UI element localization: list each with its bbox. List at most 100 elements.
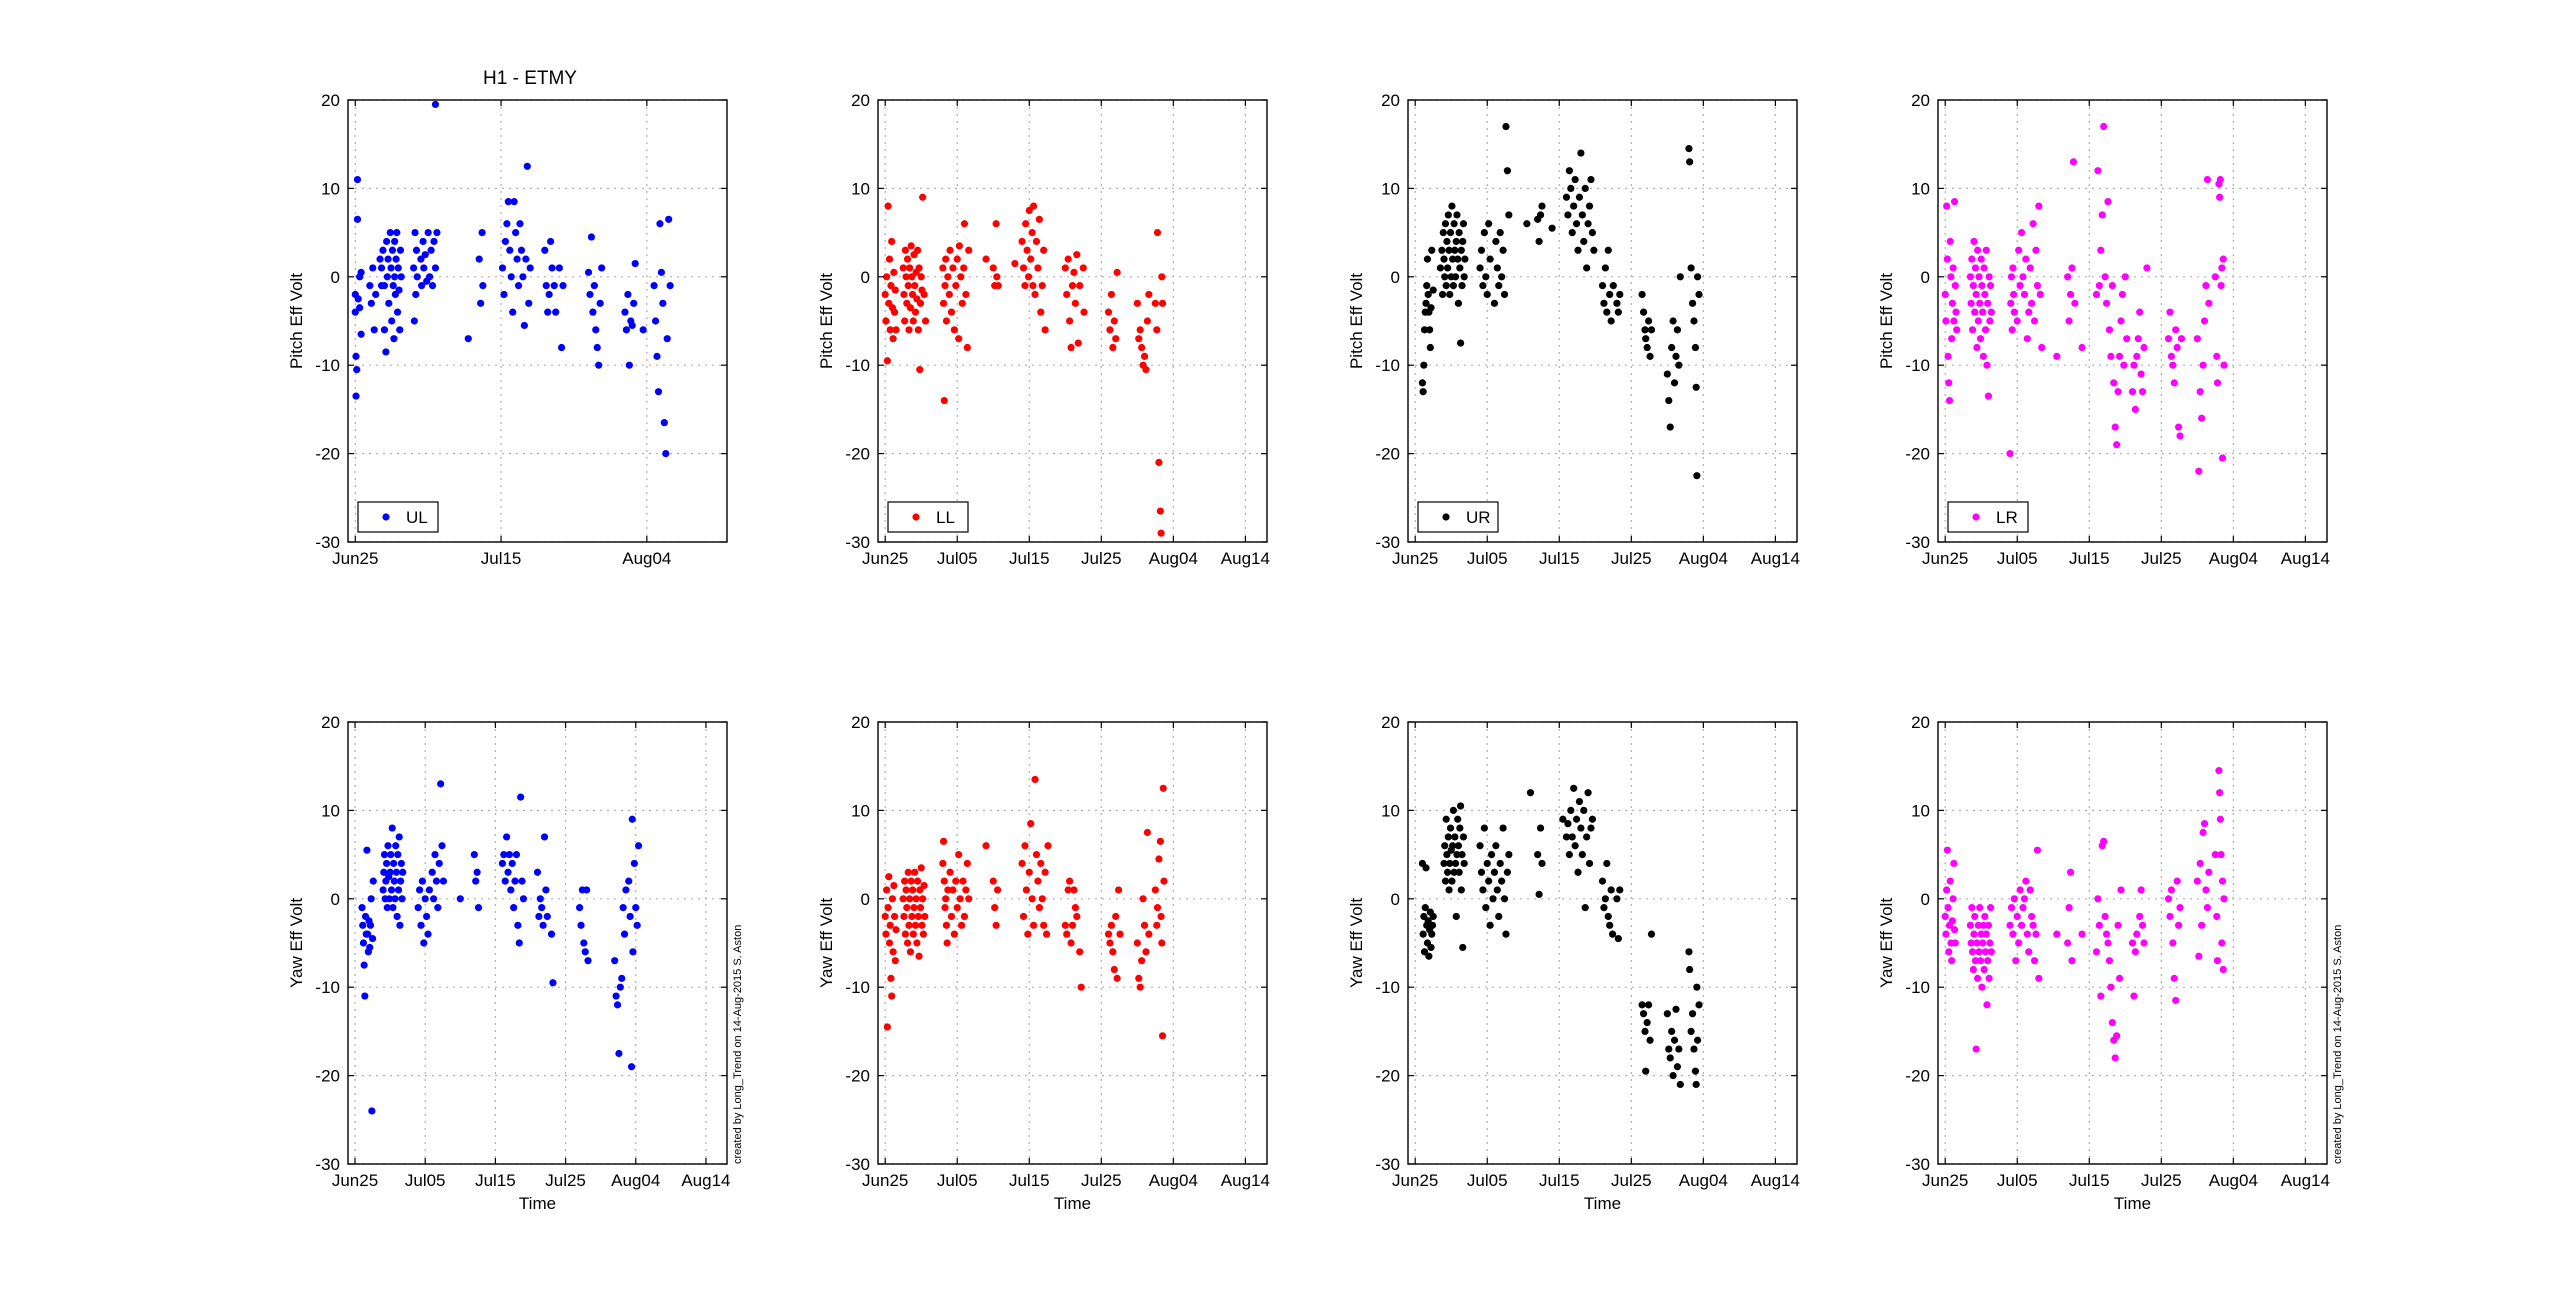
data-point [1559, 815, 1567, 823]
data-point [504, 198, 512, 206]
data-point [1157, 912, 1165, 921]
data-point [1071, 904, 1079, 912]
data-point [1153, 229, 1162, 237]
data-point [1449, 806, 1457, 815]
data-point [1076, 282, 1084, 290]
x-tick-label: Aug14 [1751, 1171, 1800, 1190]
data-point [430, 895, 438, 903]
data-point [2134, 335, 2142, 343]
data-point [1486, 255, 1494, 263]
data-point [353, 175, 362, 184]
data-point [369, 877, 377, 885]
data-point [2175, 921, 2183, 929]
legend-label: UR [1466, 508, 1491, 527]
data-point [1585, 859, 1594, 868]
data-point [1025, 206, 1033, 215]
data-point [1980, 264, 1988, 272]
data-point [1438, 290, 1447, 299]
data-point [1151, 886, 1159, 894]
data-point [2218, 877, 2227, 885]
data-point [916, 299, 925, 307]
data-point [2104, 198, 2112, 206]
data-point [359, 939, 368, 947]
data-point [1077, 983, 1085, 991]
data-point [1970, 930, 1978, 938]
legend-box [1947, 501, 2029, 533]
data-point [1974, 921, 1982, 929]
data-point [2215, 767, 2223, 775]
data-point [1668, 1027, 1676, 1035]
data-point [1438, 246, 1446, 254]
data-point [1158, 273, 1166, 281]
data-point [1971, 264, 1980, 272]
data-point [352, 352, 360, 360]
data-point [383, 904, 391, 912]
data-point [2167, 352, 2175, 360]
data-point [2166, 308, 2174, 316]
data-point [368, 1107, 376, 1115]
data-point [2006, 921, 2014, 929]
data-point [1646, 1036, 1654, 1044]
data-point [1044, 842, 1052, 850]
data-point [510, 198, 518, 206]
panel-pitch-1: -30 -20 -10 0 10 20 Jun25 Jul15 Aug04 Pitch Eff V… [287, 91, 728, 568]
data-point [901, 317, 909, 325]
data-point [2064, 273, 2072, 281]
data-point [420, 939, 428, 947]
data-point [356, 304, 364, 312]
data-point [916, 366, 924, 374]
data-point [2169, 939, 2177, 947]
data-point [1985, 273, 1993, 281]
data-point [2102, 930, 2111, 938]
data-point [2123, 335, 2131, 343]
data-point [2020, 895, 2029, 903]
data-point [1080, 308, 1088, 316]
y-tick-label: 0 [1921, 268, 1930, 287]
data-point [1983, 361, 1991, 369]
data-point [952, 282, 960, 290]
data-point [1564, 820, 1572, 828]
data-point [1687, 264, 1695, 272]
data-point [2110, 379, 2118, 387]
data-point [1021, 842, 1029, 850]
data-point [1583, 833, 1591, 841]
y-tick-label: 0 [1391, 268, 1400, 287]
data-point [1941, 290, 1949, 299]
x-tick-label: Jul05 [1997, 549, 2038, 568]
data-point [2213, 352, 2221, 360]
data-point [626, 912, 634, 921]
legend: UR [1417, 501, 1499, 533]
data-point [1981, 912, 1989, 921]
data-point [1638, 290, 1646, 299]
data-point [545, 290, 553, 299]
data-point [2105, 957, 2114, 965]
data-point [902, 886, 910, 894]
data-point [1968, 255, 1976, 263]
data-point [1670, 379, 1679, 387]
y-tick-label: 10 [1381, 801, 1400, 820]
data-point [906, 895, 914, 903]
data-point [1953, 326, 1961, 334]
data-point [2202, 282, 2210, 290]
data-point [1570, 202, 1578, 210]
data-point [1948, 335, 1956, 343]
data-point [1949, 264, 1957, 272]
data-point [509, 308, 517, 316]
data-point [620, 930, 629, 938]
data-point [1969, 965, 1977, 974]
data-point [1498, 273, 1506, 281]
data-point [1598, 877, 1607, 885]
data-point [944, 886, 952, 894]
data-point [1021, 282, 1029, 290]
data-point [354, 295, 362, 303]
data-point [881, 290, 889, 299]
data-point [621, 308, 629, 316]
data-point [622, 326, 631, 334]
data-point [1116, 930, 1124, 938]
data-point [464, 335, 472, 343]
data-point [1436, 264, 1445, 272]
data-point [919, 930, 927, 938]
y-tick-label: -10 [1375, 356, 1400, 375]
data-point [1663, 1010, 1671, 1018]
data-point [1040, 921, 1048, 929]
